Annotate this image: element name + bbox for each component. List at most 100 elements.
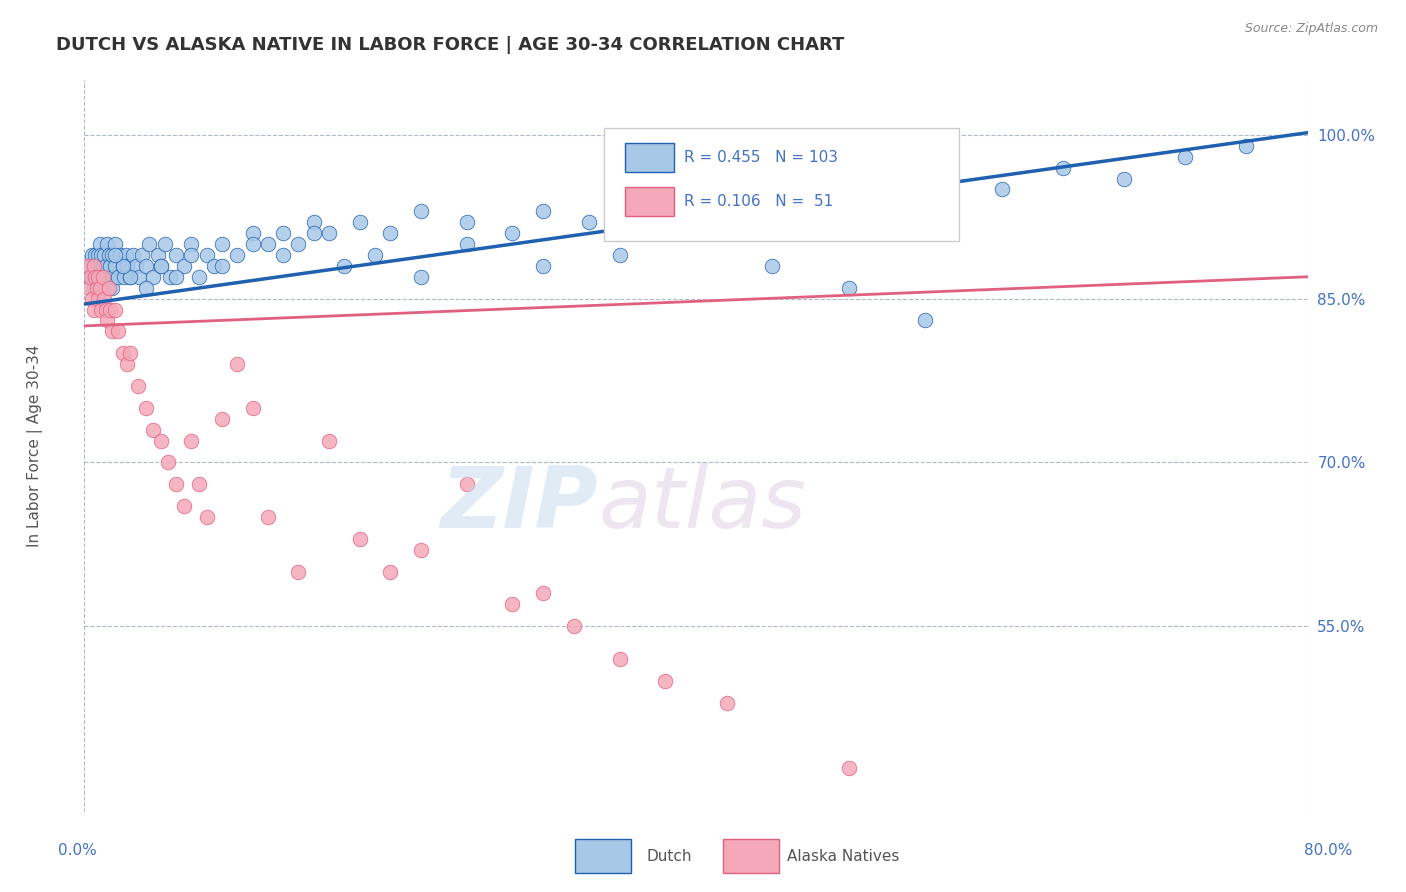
Point	[502, 226, 524, 240]
Point	[1114, 171, 1136, 186]
Point	[90, 269, 112, 284]
Point	[165, 269, 187, 284]
Point	[578, 215, 600, 229]
FancyBboxPatch shape	[626, 187, 673, 217]
Point	[609, 652, 631, 666]
Point	[111, 346, 134, 360]
Point	[242, 401, 264, 415]
Point	[107, 269, 129, 284]
Point	[188, 477, 211, 491]
Point	[101, 281, 124, 295]
Point	[318, 434, 340, 448]
Point	[302, 215, 325, 229]
Point	[112, 269, 135, 284]
Point	[302, 226, 325, 240]
Point	[531, 204, 554, 219]
Point	[122, 248, 145, 262]
Point	[685, 204, 707, 219]
Text: Dutch: Dutch	[647, 849, 692, 863]
Point	[654, 673, 676, 688]
Point	[83, 302, 105, 317]
Point	[838, 281, 860, 295]
Point	[131, 248, 153, 262]
Point	[77, 269, 100, 284]
Point	[287, 565, 309, 579]
Point	[349, 532, 371, 546]
Point	[149, 434, 172, 448]
Point	[80, 248, 103, 262]
Text: ZIP: ZIP	[440, 463, 598, 546]
Point	[869, 194, 891, 208]
Point	[120, 269, 142, 284]
Point	[91, 269, 114, 284]
Point	[287, 237, 309, 252]
Point	[114, 248, 136, 262]
Point	[380, 226, 402, 240]
Point	[91, 281, 114, 295]
Point	[83, 281, 105, 295]
Point	[159, 269, 181, 284]
Point	[96, 281, 118, 295]
Point	[90, 302, 112, 317]
Point	[87, 248, 110, 262]
Point	[211, 259, 233, 273]
Point	[242, 226, 264, 240]
Point	[138, 237, 160, 252]
Text: In Labor Force | Age 30-34: In Labor Force | Age 30-34	[27, 344, 44, 548]
Point	[349, 215, 371, 229]
Point	[211, 237, 233, 252]
Point	[165, 248, 187, 262]
Point	[111, 259, 134, 273]
Point	[107, 324, 129, 338]
Point	[135, 281, 157, 295]
Point	[409, 269, 432, 284]
Point	[242, 237, 264, 252]
Point	[84, 248, 107, 262]
Point	[914, 313, 936, 327]
Text: DUTCH VS ALASKA NATIVE IN LABOR FORCE | AGE 30-34 CORRELATION CHART: DUTCH VS ALASKA NATIVE IN LABOR FORCE | …	[56, 36, 845, 54]
Point	[98, 302, 121, 317]
Text: Source: ZipAtlas.com: Source: ZipAtlas.com	[1244, 22, 1378, 36]
Text: atlas: atlas	[598, 463, 806, 546]
Point	[94, 259, 117, 273]
Point	[531, 586, 554, 600]
Point	[101, 248, 124, 262]
Point	[807, 182, 830, 196]
Point	[157, 455, 180, 469]
Point	[142, 269, 165, 284]
Point	[101, 324, 124, 338]
Point	[226, 357, 249, 371]
Point	[271, 226, 294, 240]
Point	[89, 281, 111, 295]
Point	[257, 510, 280, 524]
Point	[165, 477, 187, 491]
Point	[271, 248, 294, 262]
Point	[108, 248, 131, 262]
Point	[202, 259, 225, 273]
Point	[120, 269, 142, 284]
Point	[1236, 138, 1258, 153]
Point	[761, 259, 783, 273]
Point	[125, 259, 148, 273]
Point	[79, 259, 101, 273]
Point	[93, 248, 115, 262]
Point	[180, 434, 202, 448]
Point	[155, 237, 177, 252]
Point	[456, 215, 478, 229]
Point	[135, 401, 157, 415]
Point	[211, 411, 233, 425]
Point	[115, 357, 138, 371]
Point	[654, 226, 676, 240]
Point	[91, 259, 114, 273]
Point	[76, 259, 98, 273]
Point	[318, 226, 340, 240]
Point	[146, 248, 169, 262]
Point	[127, 379, 149, 393]
Point	[93, 292, 115, 306]
FancyBboxPatch shape	[626, 144, 673, 172]
Point	[86, 281, 108, 295]
Point	[90, 248, 112, 262]
Point	[103, 269, 125, 284]
Point	[80, 269, 103, 284]
Point	[86, 259, 108, 273]
